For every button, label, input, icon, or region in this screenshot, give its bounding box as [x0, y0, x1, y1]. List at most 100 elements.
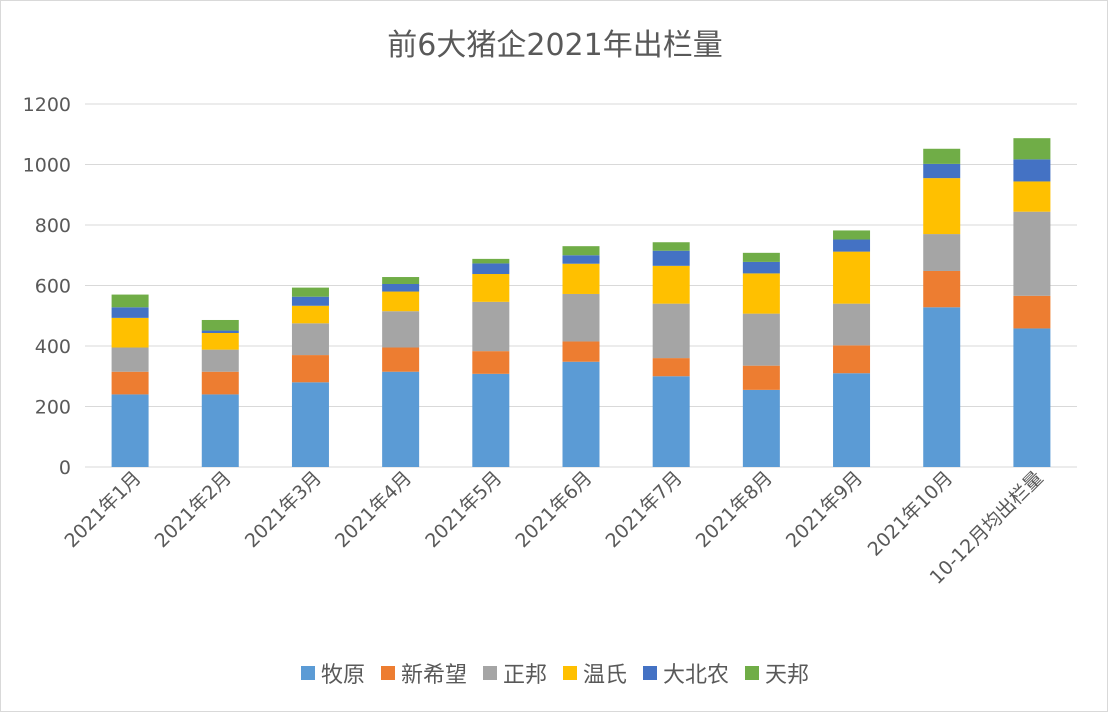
bar-segment — [1013, 159, 1051, 182]
legend-label: 大北农 — [663, 663, 729, 688]
bar-segment — [382, 291, 420, 312]
bar-segment — [562, 255, 600, 264]
x-tick-label: 2021年10月 — [864, 467, 958, 561]
bar-segment — [201, 394, 239, 467]
legend-label: 天邦 — [765, 663, 809, 688]
legend-swatch — [563, 666, 577, 680]
bar-segment — [201, 371, 239, 395]
bar-segment — [382, 283, 420, 292]
bar-segment — [833, 373, 871, 467]
bar-segment — [111, 317, 149, 348]
bar-segment — [652, 376, 690, 467]
bar-segment — [833, 239, 871, 252]
bar-segment — [742, 313, 780, 366]
bar-segment — [923, 178, 961, 235]
bar-segment — [562, 293, 600, 342]
legend-item: 大北农 — [643, 663, 729, 688]
bar-segment — [652, 358, 690, 377]
bar-segment — [291, 382, 329, 467]
bar-stack — [1013, 138, 1051, 467]
bar-segment — [201, 319, 239, 331]
y-tick-label: 1200 — [23, 94, 71, 116]
legend-item: 牧原 — [301, 663, 365, 688]
bar-stack — [291, 287, 329, 467]
bar-segment — [562, 361, 600, 467]
bar-segment — [201, 349, 239, 372]
bar-stack — [472, 258, 510, 467]
bar-segment — [111, 347, 149, 372]
bar-stack — [562, 246, 600, 467]
x-tick-label: 2021年3月 — [241, 467, 326, 552]
bar-segment — [562, 246, 600, 256]
bar-segment — [472, 301, 510, 352]
legend-label: 新希望 — [401, 663, 467, 688]
bar-segment — [1013, 211, 1051, 296]
bar-segment — [111, 371, 149, 395]
bar-stack — [742, 252, 780, 467]
bar-segment — [742, 261, 780, 274]
bar-segment — [562, 263, 600, 294]
y-tick-label: 1000 — [23, 155, 71, 177]
x-tick-label: 2021年7月 — [602, 467, 687, 552]
legend-item: 正邦 — [483, 663, 547, 688]
x-tick-label: 2021年1月 — [60, 467, 145, 552]
bar-segment — [833, 303, 871, 346]
bar-segment — [1013, 295, 1051, 329]
bar-stack — [201, 319, 239, 467]
legend-item: 新希望 — [381, 663, 467, 688]
bar-segment — [833, 230, 871, 240]
bar-segment — [382, 277, 420, 284]
y-tick-label: 400 — [35, 336, 71, 358]
legend-label: 牧原 — [321, 663, 365, 688]
bar-segment — [562, 341, 600, 362]
bar-segment — [652, 265, 690, 304]
legend-label: 正邦 — [503, 663, 547, 688]
x-tick-label: 2021年9月 — [782, 467, 867, 552]
bar-segment — [291, 296, 329, 306]
legend-swatch — [381, 666, 395, 680]
x-tick-label: 2021年6月 — [511, 467, 596, 552]
legend-swatch — [745, 666, 759, 680]
bar-segment — [382, 347, 420, 372]
legend-item: 天邦 — [745, 663, 809, 688]
bar-segment — [652, 303, 690, 359]
y-tick-label: 600 — [35, 276, 71, 298]
y-tick-label: 200 — [35, 397, 71, 419]
bar-segment — [472, 263, 510, 275]
x-tick-label: 2021年5月 — [421, 467, 506, 552]
bar-segment — [923, 234, 961, 271]
bar-segment — [382, 311, 420, 348]
x-tick-label: 2021年8月 — [692, 467, 777, 552]
bars — [111, 138, 1051, 467]
bar-segment — [111, 307, 149, 318]
bar-segment — [1013, 328, 1051, 467]
bar-segment — [291, 355, 329, 383]
bar-segment — [472, 351, 510, 374]
legend-item: 温氏 — [563, 663, 627, 688]
bar-segment — [833, 345, 871, 374]
bar-segment — [291, 323, 329, 356]
bar-segment — [652, 242, 690, 251]
bar-segment — [291, 305, 329, 324]
legend-label: 温氏 — [583, 663, 627, 688]
bar-segment — [652, 250, 690, 266]
bar-segment — [1013, 138, 1051, 160]
bar-segment — [742, 389, 780, 467]
bar-segment — [111, 394, 149, 467]
bar-segment — [201, 330, 239, 333]
x-axis: 2021年1月 2021年2月 2021年3月 2021年4月 2021年5月 2021年… — [60, 467, 1047, 589]
x-tick-label: 2021年2月 — [151, 467, 236, 552]
legend-swatch — [643, 666, 657, 680]
bar-segment — [472, 274, 510, 302]
bar-segment — [923, 148, 961, 164]
bar-segment — [923, 307, 961, 467]
bar-segment — [472, 373, 510, 467]
bar-stack — [382, 277, 420, 467]
bar-segment — [742, 365, 780, 390]
bar-segment — [111, 294, 149, 308]
bar-segment — [291, 287, 329, 297]
y-axis: 0 200 400 600 800 1000 1200 — [23, 94, 71, 479]
bar-segment — [923, 163, 961, 179]
bar-segment — [1013, 181, 1051, 212]
